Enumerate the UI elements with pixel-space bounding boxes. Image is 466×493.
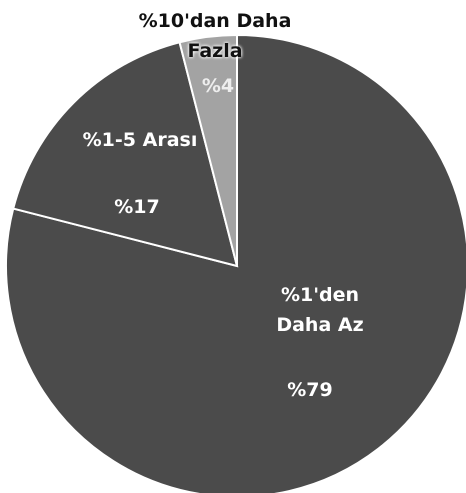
category-label: %10'dan Daha Fazla bbox=[138, 10, 292, 62]
value-label: %17 bbox=[114, 196, 160, 218]
pie-slice bbox=[12, 41, 239, 268]
pie-slice bbox=[178, 33, 238, 267]
pie-slice bbox=[5, 33, 466, 493]
value-label: %4 bbox=[201, 75, 235, 97]
category-label: %1-5 Arası bbox=[82, 129, 198, 151]
category-label: %1'den Daha Az bbox=[276, 284, 364, 336]
value-label: %79 bbox=[287, 379, 333, 401]
